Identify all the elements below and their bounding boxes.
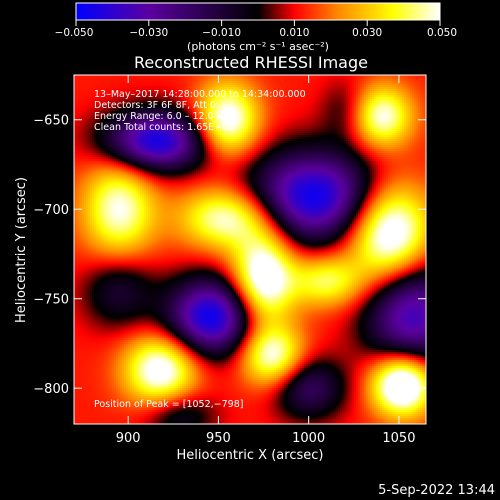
x-tick-label: 900 <box>116 431 141 446</box>
y-tick-label: −800 <box>33 382 69 397</box>
x-tick-label: 1000 <box>292 431 325 446</box>
y-axis: −650 −700 −750 −800 <box>33 114 426 397</box>
annotations: 13–May–2017 14:28:00.000 to 14:34:00.000… <box>94 89 306 410</box>
y-tick-label: −750 <box>33 293 69 308</box>
colorbar-tick-label: 0.030 <box>352 27 382 39</box>
colorbar-tick-label: −0.010 <box>202 27 241 39</box>
colorbar: −0.050 −0.030 −0.010 0.010 0.030 0.050 (photo… <box>55 2 457 53</box>
x-tick-label: 1050 <box>382 431 415 446</box>
y-axis-label: Heliocentric Y (arcsec) <box>14 177 29 323</box>
colorbar-unit-label: (photons cm⁻² s⁻¹ asec⁻²) <box>187 40 329 53</box>
x-tick-label: 950 <box>206 431 231 446</box>
heatmap-canvas <box>74 75 426 424</box>
annotation-energy-range: Energy Range: 6.0 – 12.0 keV <box>94 111 235 122</box>
colorbar-tick-label: 0.050 <box>427 27 457 39</box>
annotation-peak-position: Position of Peak = [1052,−798] <box>94 399 243 410</box>
annotation-time-range: 13–May–2017 14:28:00.000 to 14:34:00.000 <box>94 89 306 100</box>
annotation-detectors: Detectors: 3F 6F 8F, Att 0 <box>94 100 216 111</box>
x-axis-label: Heliocentric X (arcsec) <box>177 448 324 463</box>
colorbar-tick-label: 0.010 <box>279 27 309 39</box>
y-tick-label: −650 <box>33 114 69 129</box>
chart-title: Reconstructed RHESSI Image <box>134 53 368 72</box>
y-tick-label: −700 <box>33 203 69 218</box>
x-axis: 900 950 1000 1050 <box>116 75 415 446</box>
colorbar-tick-label: −0.050 <box>55 27 94 39</box>
colorbar-ticks: −0.050 −0.030 −0.010 0.010 0.030 0.050 <box>55 20 457 39</box>
plot-frame <box>73 74 427 425</box>
footer-timestamp: 5-Sep-2022 13:44 <box>378 483 495 498</box>
annotation-clean-counts: Clean Total counts: 1.65E+05 <box>94 122 234 133</box>
colorbar-gradient-bar <box>75 2 441 21</box>
colorbar-tick-label: −0.030 <box>129 27 168 39</box>
heatmap-area <box>73 74 427 425</box>
